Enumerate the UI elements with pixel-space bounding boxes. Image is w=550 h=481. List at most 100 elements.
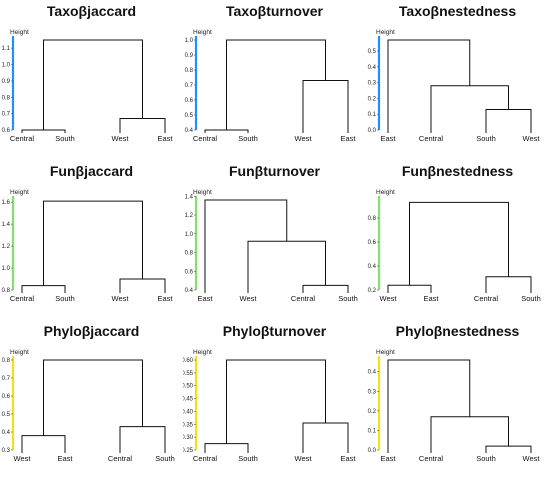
dendrogram-branch [409,201,509,286]
leaf-label: East [157,134,173,143]
y-tick-label: 0.8 [185,68,194,74]
y-tick-label: 0.4 [368,264,377,270]
y-tick-label: 1.2 [185,213,194,219]
panel-title: Taxoβturnover [226,3,323,19]
y-tick-label: 0.0 [368,448,377,454]
dendrogram-branch [302,284,349,293]
leaf-label: West [112,294,130,303]
dendrogram-branch [204,199,288,293]
y-tick-label: 0.55 [183,371,194,377]
panel-title: Funβturnover [229,163,320,179]
y-tick-label: 1.2 [2,244,11,250]
leaf-label: East [57,454,73,463]
y-tick-label: 0.8 [2,95,11,101]
leaf-label: West [112,134,130,143]
y-tick-label: 1.6 [2,200,11,206]
dendrogram-branch [430,85,509,133]
leaf-label: East [157,294,173,303]
y-tick-label: 0.9 [185,53,194,59]
leaf-label: East [423,294,439,303]
leaf-label: South [55,294,75,303]
leaf-label: South [476,454,496,463]
dendrogram-branch [119,118,166,133]
y-tick-label: 0.2 [368,288,377,294]
y-tick-label: 0.3 [2,448,11,454]
y-tick-label: 1.1 [2,46,11,52]
dendrogram-branch [21,435,66,453]
leaf-label: East [380,454,396,463]
y-axis-label: Height [376,349,395,356]
y-tick-label: 0.35 [183,422,194,428]
leaf-label: East [340,454,356,463]
y-tick-label: 0.6 [368,240,377,246]
y-axis-label: Height [10,189,29,196]
dendrogram-branch [43,200,143,286]
y-tick-label: 0.45 [183,397,194,403]
leaf-label: Central [108,454,133,463]
panel-title: Taxoβnestedness [398,3,517,19]
y-tick-label: 1.0 [2,266,11,272]
leaf-label: Central [193,454,218,463]
dendrogram-branch [302,422,349,453]
y-tick-label: 0.25 [183,448,194,454]
y-tick-label: 1.0 [2,63,11,69]
dendrogram-branch [21,129,66,133]
y-tick-label: 0.3 [368,389,377,395]
y-tick-label: 0.60 [183,358,194,364]
dendrogram-branch [302,80,349,133]
y-tick-label: 0.8 [2,358,11,364]
y-tick-label: 0.5 [185,113,194,119]
dendrogram-panel: Taxoβturnover Height 0.4 0.5 0.6 0.7 0.8 0.9 1.0… [183,0,366,160]
dendrogram-panel: Phyloβturnover Height 0.25 0.30 0.35 0.40 0.45… [183,320,366,480]
leaf-label: West [295,454,313,463]
dendrogram-panel: Phyloβjaccard Height 0.3 0.4 0.5 0.6 0.7 0.8 Wes… [0,320,183,480]
panel-title: Phyloβjaccard [43,323,140,339]
leaf-label: East [380,134,396,143]
leaf-label: West [380,294,398,303]
dendrogram-svg: Height 0.4 0.6 0.8 1.0 1.2 1.4 East West Central S… [185,189,358,303]
leaf-label: West [523,454,541,463]
dendrogram-svg: Height 0.4 0.5 0.6 0.7 0.8 0.9 1.0 Central South W… [185,29,357,143]
y-tick-label: 0.50 [183,384,194,390]
leaf-label: South [521,294,541,303]
leaf-label: South [238,454,258,463]
y-tick-label: 0.4 [2,430,11,436]
y-tick-label: 0.0 [368,128,377,134]
dendrogram-branch [204,443,249,453]
dendrogram-svg: Height 0.8 1.0 1.2 1.4 1.6 Central South West Eas… [2,189,174,303]
y-tick-label: 1.0 [185,38,194,44]
leaf-label: East [340,134,356,143]
dendrogram-branch [485,276,532,293]
y-tick-label: 0.6 [185,269,194,275]
dendrogram-panel: Taxoβnestedness Height 0.0 0.1 0.2 0.3 0.4 0.5 E… [366,0,549,160]
y-axis-label: Height [376,29,395,36]
dendrogram-panel: Phyloβnestedness Height 0.0 0.1 0.2 0.3 0.4 Eas… [366,320,549,480]
y-axis-label: Height [10,349,29,356]
leaf-label: South [155,454,175,463]
dendrogram-branch [21,285,66,293]
y-axis-label: Height [193,189,212,196]
leaf-label: South [338,294,358,303]
leaf-label: West [295,134,313,143]
panel-title: Funβjaccard [49,163,134,179]
y-tick-label: 1.4 [2,222,11,228]
leaf-label: South [476,134,496,143]
dendrogram-branch [43,39,143,130]
panel-title: Taxoβjaccard [46,3,137,19]
panel-title: Phyloβturnover [222,323,327,339]
y-tick-label: 0.4 [185,288,194,294]
leaf-label: West [14,454,32,463]
leaf-label: East [197,294,213,303]
y-axis-label: Height [376,189,395,196]
dendrogram-panel: Funβnestedness Height 0.2 0.4 0.6 0.8 West East… [366,160,549,320]
leaf-label: Central [291,294,316,303]
y-axis-label: Height [10,29,29,36]
y-tick-label: 0.1 [368,112,377,118]
leaf-label: Central [10,134,35,143]
y-tick-label: 0.9 [2,79,11,85]
y-tick-label: 0.7 [185,83,194,89]
y-tick-label: 0.6 [2,394,11,400]
y-tick-label: 0.7 [2,376,11,382]
dendrogram-branch [226,39,326,130]
